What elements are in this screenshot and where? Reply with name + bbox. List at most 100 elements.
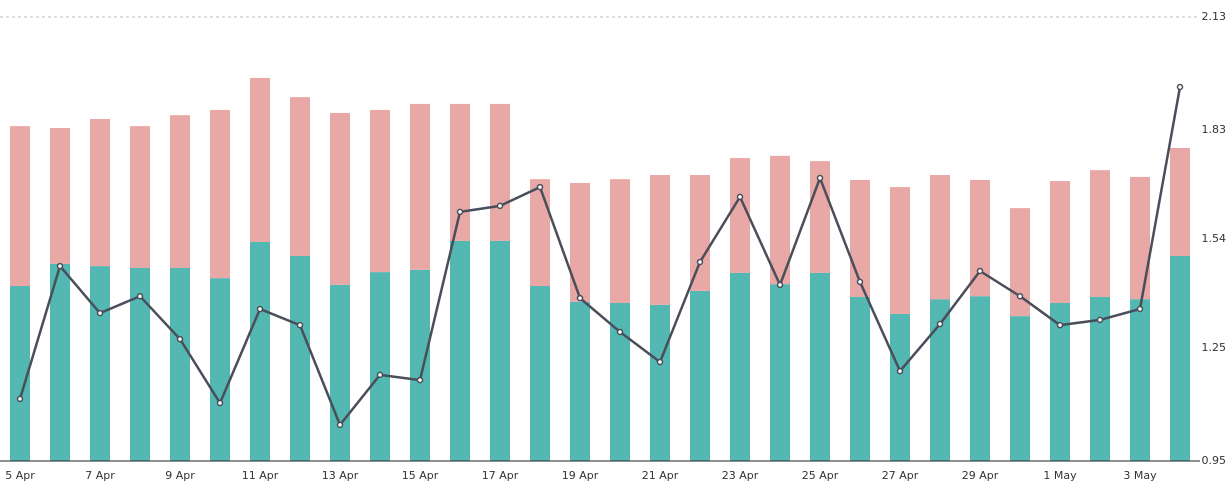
- bar-segment: [970, 179, 990, 297]
- line-point: [616, 328, 624, 336]
- x-tick-label: 17 Apr: [482, 469, 519, 482]
- bar-segment: [490, 240, 510, 461]
- y-tick-label: 1.54: [1202, 232, 1227, 245]
- x-tick-label: 11 Apr: [242, 469, 279, 482]
- y-tick-label: 2.13: [1202, 10, 1227, 23]
- bar-segment: [290, 255, 310, 461]
- x-tick-label: 19 Apr: [562, 469, 599, 482]
- line-point: [1136, 305, 1144, 313]
- line-point: [136, 292, 144, 300]
- bar-segment: [570, 182, 590, 302]
- bar-segment: [530, 179, 550, 287]
- x-tick-label: 9 Apr: [165, 469, 195, 482]
- bar-segment: [610, 179, 630, 303]
- bar-segment: [890, 187, 910, 314]
- bar-segment: [850, 296, 870, 461]
- bar-segment: [490, 103, 510, 241]
- line-point: [576, 294, 584, 302]
- bar-segment: [970, 296, 990, 461]
- x-tick-label: 25 Apr: [802, 469, 839, 482]
- bar-segment: [1050, 302, 1070, 461]
- line-point: [176, 335, 184, 343]
- bar-segment: [1130, 299, 1150, 461]
- x-tick-label: 21 Apr: [642, 469, 679, 482]
- bar-segment: [530, 286, 550, 461]
- line-point: [456, 208, 464, 216]
- line-point: [1016, 292, 1024, 300]
- x-tick-label: 15 Apr: [402, 469, 439, 482]
- line-point: [296, 321, 304, 329]
- bar-segment: [450, 240, 470, 461]
- bar-segment: [1050, 181, 1070, 303]
- bar-segment: [1170, 147, 1190, 256]
- bar-segment: [90, 118, 110, 267]
- bar-segment: [690, 290, 710, 461]
- line-point: [776, 281, 784, 289]
- bar-segment: [130, 267, 150, 461]
- bar-segment: [770, 155, 790, 285]
- bar-segment: [930, 299, 950, 461]
- bar-segment: [50, 263, 70, 461]
- bar-segment: [90, 266, 110, 461]
- bar-segment: [330, 112, 350, 285]
- line-point: [936, 320, 944, 328]
- line-point: [496, 202, 504, 210]
- line-point: [1056, 321, 1064, 329]
- bar-segment: [810, 272, 830, 461]
- bar-segment: [1170, 255, 1190, 461]
- bar-segment: [890, 313, 910, 461]
- line-point: [216, 399, 224, 407]
- bar-segment: [170, 267, 190, 461]
- line-point: [56, 262, 64, 270]
- bar-segment: [770, 284, 790, 461]
- line-point: [896, 367, 904, 375]
- bar-segment: [1010, 316, 1030, 461]
- bar-segment: [170, 115, 190, 268]
- bar-segment: [330, 284, 350, 461]
- bar-segment: [730, 158, 750, 273]
- bar-segment: [1130, 176, 1150, 300]
- line-point: [416, 376, 424, 384]
- x-tick-label: 5 Apr: [5, 469, 35, 482]
- bar-segment: [10, 286, 30, 461]
- line-point: [376, 371, 384, 379]
- x-tick-label: 27 Apr: [882, 469, 919, 482]
- bar-segment: [610, 302, 630, 461]
- bar-segment: [370, 109, 390, 273]
- bar-segment: [210, 109, 230, 279]
- bar-segment: [1010, 208, 1030, 317]
- line-point: [16, 395, 24, 403]
- line-point: [736, 193, 744, 201]
- bar-segment: [930, 175, 950, 300]
- bar-segment: [130, 126, 150, 268]
- line-point: [336, 421, 344, 429]
- x-tick-label: 1 May: [1043, 469, 1077, 482]
- bar-segment: [570, 301, 590, 461]
- x-tick-label: 7 Apr: [85, 469, 115, 482]
- line-point: [96, 309, 104, 317]
- bar-segment: [210, 278, 230, 461]
- x-tick-label: 13 Apr: [322, 469, 359, 482]
- bar-segment: [290, 97, 310, 256]
- line-point: [1096, 316, 1104, 324]
- line-point: [1176, 83, 1184, 91]
- line-point: [856, 278, 864, 286]
- bar-segment: [50, 128, 70, 264]
- y-tick-label: 1.83: [1202, 123, 1227, 136]
- bar-segment: [1090, 296, 1110, 461]
- bar-segment: [370, 272, 390, 461]
- bar-segment: [650, 304, 670, 461]
- bar-segment: [730, 272, 750, 461]
- bar-segment: [1090, 170, 1110, 297]
- bar-segment: [250, 77, 270, 243]
- bar-segment: [10, 126, 30, 287]
- y-tick-label: 0.95: [1202, 454, 1227, 467]
- x-tick-label: 29 Apr: [962, 469, 999, 482]
- line-point: [696, 258, 704, 266]
- bar-segment: [410, 269, 430, 461]
- bar-segment: [690, 175, 710, 291]
- bar-segment: [250, 242, 270, 461]
- x-tick-label: 23 Apr: [722, 469, 759, 482]
- y-tick-label: 1.25: [1202, 341, 1227, 354]
